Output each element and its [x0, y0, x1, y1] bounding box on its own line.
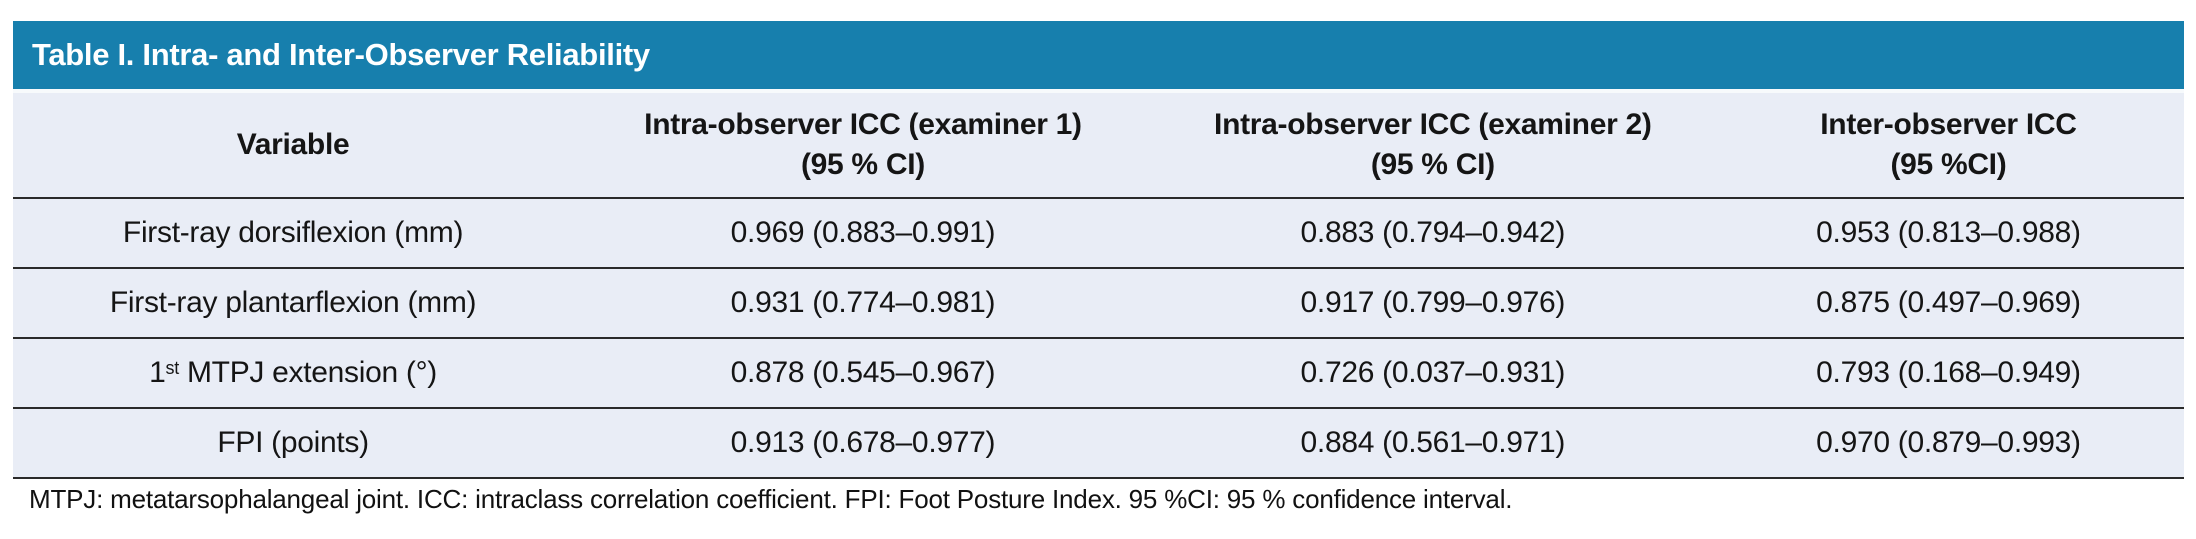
- column-header-line1: Variable: [236, 128, 350, 161]
- cell-variable: FPI (points): [13, 408, 574, 479]
- table-title: Table I. Intra- and Inter-Observer Relia…: [32, 37, 650, 72]
- cell-intra-icc-examiner1: 0.931 (0.774–0.981): [573, 268, 1153, 339]
- table-card: Table I. Intra- and Inter-Observer Relia…: [13, 21, 2184, 479]
- cell-variable: 1st MTPJ extension (°): [13, 338, 574, 409]
- title-divider: [13, 89, 2184, 93]
- cell-variable: First-ray dorsiflexion (mm): [13, 198, 574, 269]
- cell-intra-icc-examiner2: 0.883 (0.794–0.942): [1152, 198, 1713, 269]
- reliability-table: Variable Intra-observer ICC (examiner 1)…: [13, 93, 2184, 479]
- column-header-line1: Inter-observer ICC: [1820, 108, 2077, 141]
- cell-intra-icc-examiner2: 0.884 (0.561–0.971): [1152, 408, 1713, 479]
- table-row: FPI (points) 0.913 (0.678–0.977) 0.884 (…: [13, 408, 2184, 479]
- table-row: First-ray plantarflexion (mm) 0.931 (0.7…: [13, 268, 2184, 339]
- cell-intra-icc-examiner1: 0.913 (0.678–0.977): [573, 408, 1153, 479]
- cell-intra-icc-examiner1: 0.969 (0.883–0.991): [573, 198, 1153, 269]
- column-header-line2: (95 % CI): [800, 148, 925, 181]
- table-title-bar: Table I. Intra- and Inter-Observer Relia…: [13, 21, 2184, 89]
- column-header-intra-icc-examiner1: Intra-observer ICC (examiner 1) (95 % CI…: [573, 93, 1153, 199]
- column-header-intra-icc-examiner2: Intra-observer ICC (examiner 2) (95 % CI…: [1152, 93, 1713, 199]
- table-row: 1st MTPJ extension (°) 0.878 (0.545–0.96…: [13, 338, 2184, 409]
- column-header-line2: (95 %CI): [1890, 148, 2007, 181]
- column-header-line1: Intra-observer ICC (examiner 2): [1214, 108, 1652, 141]
- table-footnote: MTPJ: metatarsophalangeal joint. ICC: in…: [29, 484, 1513, 514]
- table-row: First-ray dorsiflexion (mm) 0.969 (0.883…: [13, 198, 2184, 269]
- cell-intra-icc-examiner2: 0.917 (0.799–0.976): [1152, 268, 1713, 339]
- column-header-variable: Variable: [13, 93, 574, 199]
- cell-inter-icc: 0.793 (0.168–0.949): [1712, 338, 2184, 409]
- column-header-inter-icc: Inter-observer ICC (95 %CI): [1712, 93, 2184, 199]
- cell-inter-icc: 0.970 (0.879–0.993): [1712, 408, 2184, 479]
- superscript: st: [165, 357, 180, 378]
- cell-inter-icc: 0.875 (0.497–0.969): [1712, 268, 2184, 339]
- cell-intra-icc-examiner1: 0.878 (0.545–0.967): [573, 338, 1153, 409]
- cell-inter-icc: 0.953 (0.813–0.988): [1712, 198, 2184, 269]
- column-header-line1: Intra-observer ICC (examiner 1): [644, 108, 1082, 141]
- cell-intra-icc-examiner2: 0.726 (0.037–0.931): [1152, 338, 1713, 409]
- cell-variable: First-ray plantarflexion (mm): [13, 268, 574, 339]
- header-row: Variable Intra-observer ICC (examiner 1)…: [13, 93, 2184, 199]
- column-header-line2: (95 % CI): [1370, 148, 1495, 181]
